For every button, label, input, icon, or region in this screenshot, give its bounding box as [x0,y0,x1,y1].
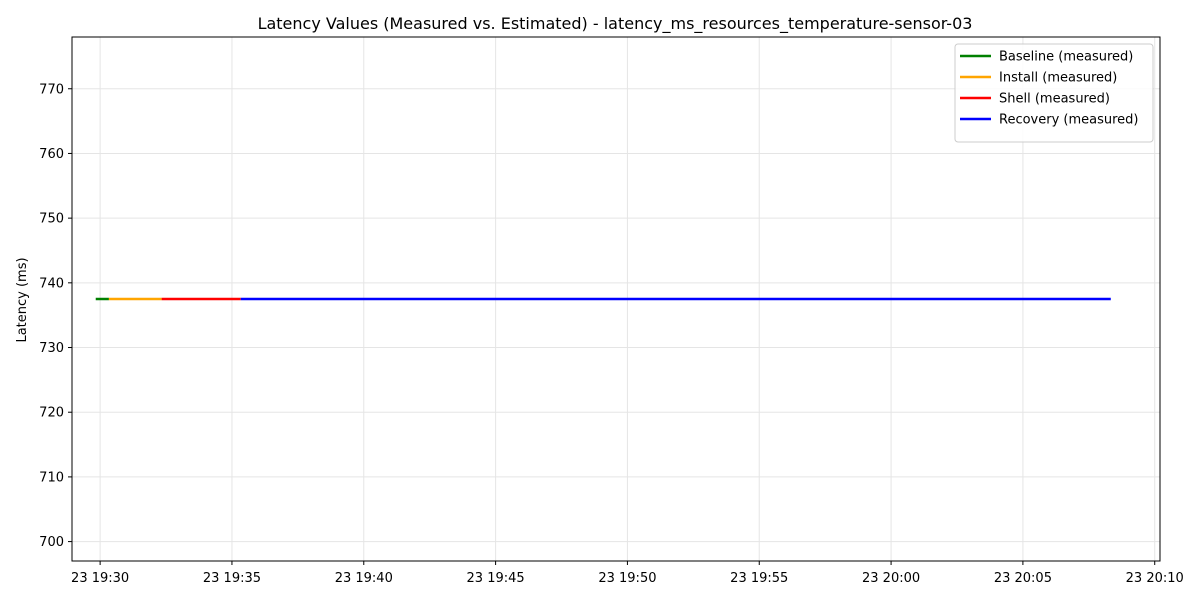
y-tick-label: 700 [39,535,64,550]
x-tick-label: 23 20:10 [1126,571,1184,586]
y-tick-label: 770 [39,82,64,97]
legend: Baseline (measured) Install (measured) She… [954,43,1154,143]
x-tick-label: 23 20:05 [994,571,1052,586]
x-tick-label: 23 19:50 [598,571,656,586]
x-tick-label: 23 20:00 [862,571,920,586]
legend-label: Shell (measured) [999,92,1110,107]
y-tick-label: 760 [39,147,64,162]
legend-label: Baseline (measured) [999,50,1133,65]
chart-title: Latency Values (Measured vs. Estimated) … [258,14,973,34]
x-tick-label: 23 19:35 [203,571,261,586]
legend-label: Recovery (measured) [999,113,1139,128]
x-tick-label: 23 19:45 [467,571,525,586]
y-tick-label: 710 [39,470,64,485]
x-tick-label: 23 19:40 [335,571,393,586]
y-axis-label: Latency (ms) [15,257,30,342]
y-tick-label: 730 [39,341,64,356]
plot-frame [71,36,1161,562]
legend-label: Install (measured) [999,71,1117,86]
y-tick-label: 740 [39,276,64,291]
y-tick-label: 750 [39,212,64,227]
legend-box [954,43,1154,143]
y-tick-label: 720 [39,406,64,421]
grid [72,37,1160,561]
axis-ticks: 23 19:30 23 19:35 23 19:40 23 19:45 23 19:50… [39,82,1184,586]
x-tick-label: 23 19:55 [730,571,788,586]
x-tick-label: 23 19:30 [71,571,129,586]
